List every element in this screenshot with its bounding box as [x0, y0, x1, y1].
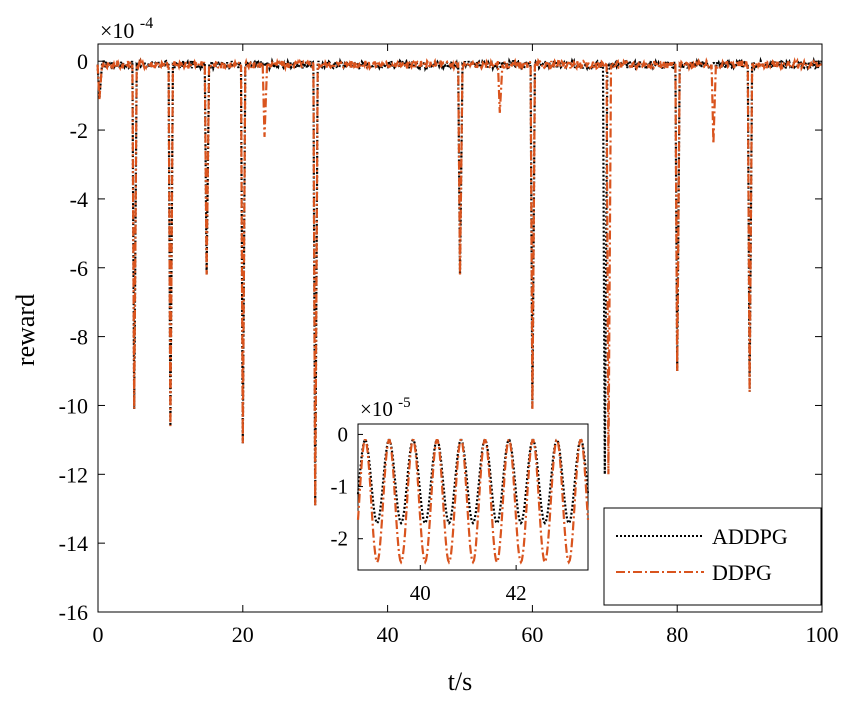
legend: ADDPG DDPG [603, 507, 822, 606]
y-tick-label: -4 [70, 187, 88, 212]
legend-box [603, 507, 822, 606]
y-tick-label: -8 [70, 325, 88, 350]
y-tick-label: -10 [59, 393, 88, 418]
inset-plot-area [357, 423, 589, 571]
y-tick-label: 0 [77, 49, 88, 74]
series-line-ddpg [96, 57, 822, 506]
inset-y-tick-label: -2 [331, 527, 349, 551]
inset-series-line-addpg [356, 438, 590, 525]
x-tick-label: 60 [521, 622, 543, 647]
x-tick-label: 20 [232, 622, 254, 647]
x-tick-label: 40 [377, 622, 399, 647]
main-series-group [96, 56, 823, 506]
y-tick-label: -6 [70, 256, 88, 281]
legend-label-ddpg: DDPG [712, 560, 772, 585]
inset-x-tick-label: 40 [410, 581, 431, 605]
y-tick-label: -16 [59, 600, 88, 625]
inset-y-tick-label: -1 [331, 475, 349, 499]
inset-series-group [356, 438, 590, 565]
y-tick-label: -12 [59, 462, 88, 487]
inset-series-line-ddpg [356, 439, 590, 565]
legend-label-addpg: ADDPG [712, 524, 788, 549]
x-tick-label: 0 [93, 622, 104, 647]
inset-ticks-group: 40 42 0 -1 -2 [331, 422, 527, 605]
x-axis-label: t/s [448, 667, 473, 696]
y-tick-label: -14 [59, 531, 88, 556]
inset-y-tick-label: 0 [338, 422, 349, 446]
y-axis-label: reward [11, 294, 40, 366]
inset-x-tick-label: 42 [506, 581, 527, 605]
inset-y-exponent: ×10 -5 [360, 395, 411, 421]
main-y-exponent: ×10 -4 [100, 15, 153, 43]
inset-chart: 40 42 0 -1 -2 ×10 -5 [331, 395, 590, 605]
x-tick-label: 80 [666, 622, 688, 647]
y-tick-label: -2 [70, 118, 88, 143]
x-tick-label: 100 [806, 622, 839, 647]
